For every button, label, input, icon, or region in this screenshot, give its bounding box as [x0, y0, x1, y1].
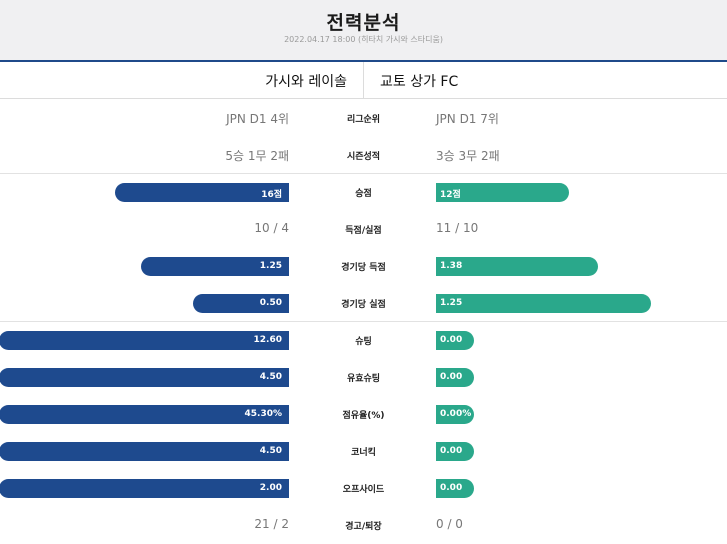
away-stat-value: 0 / 0 — [436, 517, 463, 531]
home-stat-bar: 4.50 — [0, 442, 289, 461]
away-stat-bar: 0.00 — [436, 442, 474, 461]
home-stat-bar: 0.50 — [193, 294, 289, 313]
home-stat-value: 45.30% — [244, 409, 283, 419]
away-team-name[interactable]: 교토 상가 FC — [380, 74, 459, 90]
away-stat-value: JPN D1 7위 — [436, 112, 499, 126]
stat-row: 16점 승점 12점 — [0, 174, 727, 211]
away-stat-value: 12점 — [440, 190, 461, 200]
stat-label: 승점 — [355, 189, 372, 199]
stat-row: JPN D1 4위 리그순위 JPN D1 7위 — [0, 100, 727, 137]
stat-label: 경기당 득점 — [341, 263, 386, 273]
row-separator — [0, 173, 727, 174]
stat-label: 유효슈팅 — [346, 374, 381, 384]
away-stat-bar: 1.25 — [436, 294, 651, 313]
home-stat-value: 21 / 2 — [254, 517, 289, 531]
team-header: 가시와 레이솔 교토 상가 FC — [0, 62, 727, 99]
away-stat-bar: 0.00 — [436, 479, 474, 498]
home-stat-bar: 1.25 — [141, 257, 289, 276]
home-stat-value: 12.60 — [253, 335, 282, 345]
stat-row: 1.25 경기당 득점 1.38 — [0, 248, 727, 285]
header-bar: 전력분석 2022.04.17 18:00 (히타치 가시와 스타디움) — [0, 0, 727, 60]
home-stat-value: 1.25 — [259, 261, 282, 271]
stat-label: 경고/퇴장 — [345, 522, 382, 532]
away-stat-bar: 1.38 — [436, 257, 599, 276]
away-stat-value: 3승 3무 2패 — [436, 149, 500, 163]
stat-label: 점유율(%) — [342, 411, 385, 421]
home-stat-bar: 4.50 — [0, 368, 289, 387]
away-stat-value: 11 / 10 — [436, 221, 479, 235]
away-stat-bar: 0.00% — [436, 405, 474, 424]
stat-row: 0.50 경기당 실점 1.25 — [0, 285, 727, 322]
away-stat-bar: 12점 — [436, 183, 570, 202]
stat-row: 21 / 2 경고/퇴장 0 / 0 — [0, 507, 727, 544]
team-divider — [363, 62, 364, 98]
stat-row: 4.50 코너킥 0.00 — [0, 433, 727, 470]
stat-label: 득점/실점 — [345, 226, 382, 236]
home-stat-value: 16점 — [261, 190, 282, 200]
stat-label: 오프사이드 — [342, 485, 385, 495]
stat-row: 4.50 유효슈팅 0.00 — [0, 359, 727, 396]
away-stat-value: 1.25 — [440, 298, 463, 308]
stat-row: 45.30% 점유율(%) 0.00% — [0, 396, 727, 433]
match-info: 2022.04.17 18:00 (히타치 가시와 스타디움) — [284, 35, 443, 44]
away-stat-value: 0.00 — [440, 483, 463, 493]
stat-row: 10 / 4 득점/실점 11 / 10 — [0, 211, 727, 248]
stat-label: 코너킥 — [351, 448, 376, 458]
page-title: 전력분석 — [326, 12, 401, 34]
away-stat-value: 1.38 — [440, 261, 463, 271]
stat-row: 5승 1무 2패 시즌성적 3승 3무 2패 — [0, 137, 727, 174]
header-accent-line — [0, 60, 727, 62]
stat-label: 슈팅 — [355, 337, 372, 347]
away-stat-bar: 0.00 — [436, 331, 474, 350]
home-stat-bar: 2.00 — [0, 479, 289, 498]
stat-row: 2.00 오프사이드 0.00 — [0, 470, 727, 507]
away-stat-value: 0.00 — [440, 335, 463, 345]
stat-row: 12.60 슈팅 0.00 — [0, 322, 727, 359]
home-stat-value: 2.00 — [259, 483, 282, 493]
home-stat-value: JPN D1 4위 — [226, 112, 289, 126]
stat-label: 리그순위 — [346, 115, 381, 125]
row-separator — [0, 321, 727, 322]
home-team-name[interactable]: 가시와 레이솔 — [265, 74, 347, 90]
home-stat-value: 0.50 — [259, 298, 282, 308]
away-stat-bar: 0.00 — [436, 368, 474, 387]
away-stat-value: 0.00 — [440, 372, 463, 382]
home-stat-bar: 45.30% — [0, 405, 289, 424]
home-stat-value: 4.50 — [259, 372, 282, 382]
home-stat-value: 10 / 4 — [254, 221, 289, 235]
home-stat-bar: 12.60 — [0, 331, 289, 350]
home-stat-value: 5승 1무 2패 — [225, 149, 289, 163]
away-stat-value: 0.00 — [440, 446, 463, 456]
home-stat-value: 4.50 — [259, 446, 282, 456]
home-stat-bar: 16점 — [115, 183, 289, 202]
away-stat-value: 0.00% — [440, 409, 472, 419]
stat-label: 시즌성적 — [346, 152, 381, 162]
stat-label: 경기당 실점 — [341, 300, 386, 310]
